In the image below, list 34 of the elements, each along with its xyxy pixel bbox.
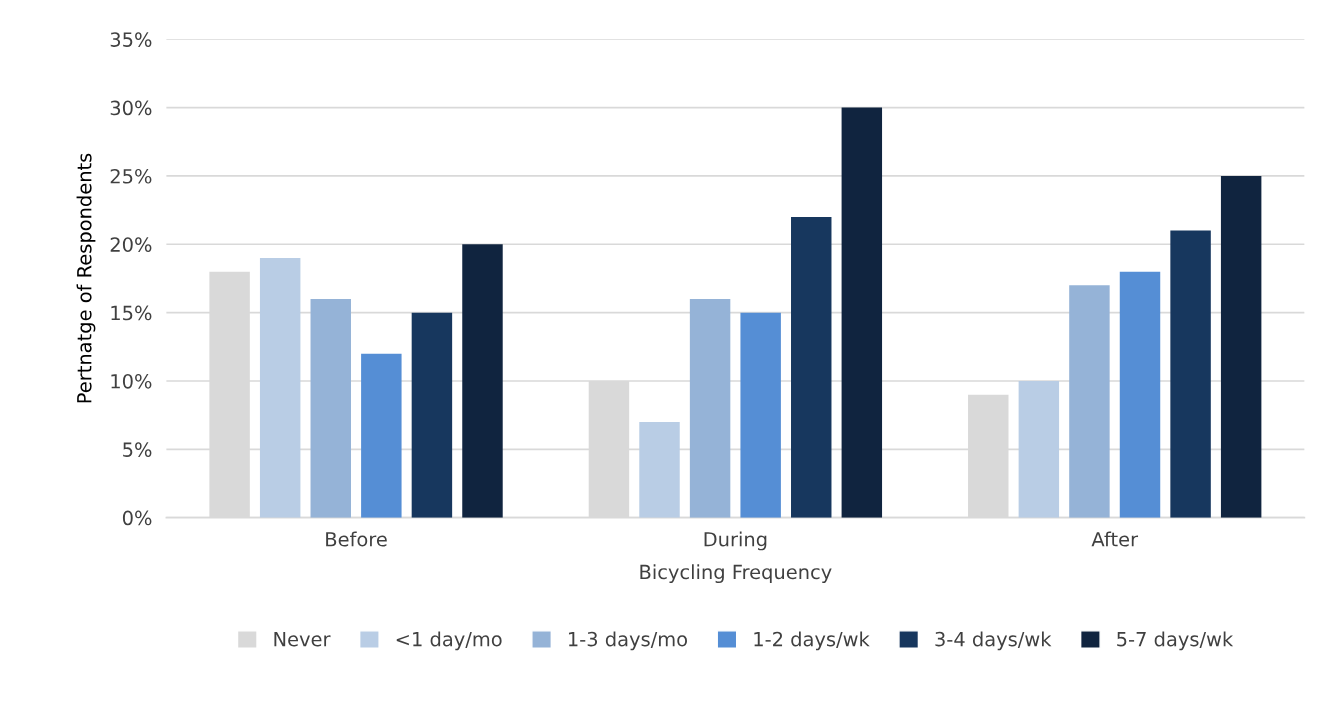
legend-label: Never <box>274 632 331 647</box>
y-tick-label: 30% <box>110 100 152 116</box>
bar <box>462 244 503 518</box>
y-tick-label: 20% <box>110 237 152 252</box>
bar <box>1170 230 1211 518</box>
y-axis-title: Pertnatge of Respondents <box>76 153 96 403</box>
legend-label: 3-4 days/wk <box>935 631 1052 651</box>
y-tick-label: 0% <box>122 510 152 526</box>
x-tick-label: After <box>1091 531 1139 547</box>
bar <box>361 353 402 518</box>
y-tick-label: 35% <box>110 32 152 47</box>
y-tick-label: 25% <box>110 168 152 184</box>
legend-label: 1-2 days/wk <box>754 631 870 651</box>
bar <box>1069 285 1110 518</box>
y-tick-label: 10% <box>111 373 152 389</box>
legend-label: 1-3 days/mo <box>568 631 688 651</box>
bar <box>689 298 731 518</box>
bar <box>1119 271 1161 518</box>
y-tick-label: 15% <box>111 305 152 321</box>
bar <box>310 298 351 518</box>
y-tick-label: 5% <box>123 442 152 457</box>
bar <box>1018 380 1060 518</box>
legend-label: 5-7 days/wk <box>1117 631 1234 651</box>
bar <box>411 312 453 518</box>
x-axis-title: Bicycling Frequency <box>640 564 832 584</box>
bar <box>259 257 301 518</box>
x-tick-label: Before <box>326 531 387 547</box>
bar <box>791 216 832 518</box>
bar <box>740 312 781 518</box>
bar <box>1220 175 1262 518</box>
x-tick-label: During <box>704 531 767 551</box>
bar <box>639 421 680 518</box>
bar <box>841 107 883 518</box>
legend-label: <1 day/mo <box>396 631 502 651</box>
